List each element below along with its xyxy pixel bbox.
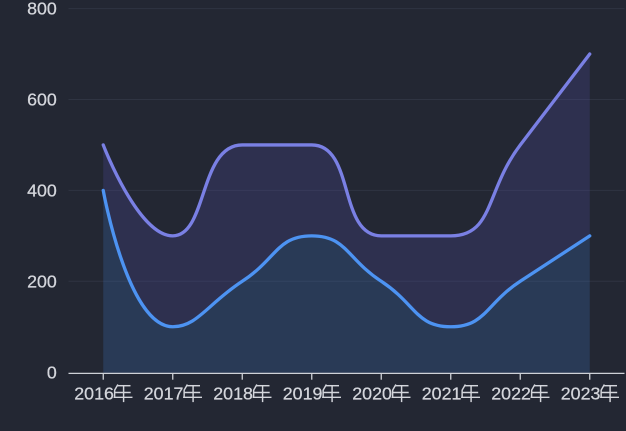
svg-text:2016: 2016 <box>74 384 114 404</box>
svg-text:2018: 2018 <box>213 384 253 404</box>
svg-text:2021: 2021 <box>422 384 462 404</box>
svg-text:0: 0 <box>47 362 57 382</box>
svg-text:200: 200 <box>27 271 57 291</box>
svg-text:2023: 2023 <box>561 384 601 404</box>
svg-text:2020: 2020 <box>352 384 392 404</box>
svg-text:400: 400 <box>27 181 57 201</box>
svg-text:2022: 2022 <box>491 384 531 404</box>
svg-text:2019: 2019 <box>283 384 323 404</box>
svg-text:600: 600 <box>27 90 57 110</box>
svg-text:800: 800 <box>27 0 57 19</box>
svg-text:2017: 2017 <box>144 384 184 404</box>
